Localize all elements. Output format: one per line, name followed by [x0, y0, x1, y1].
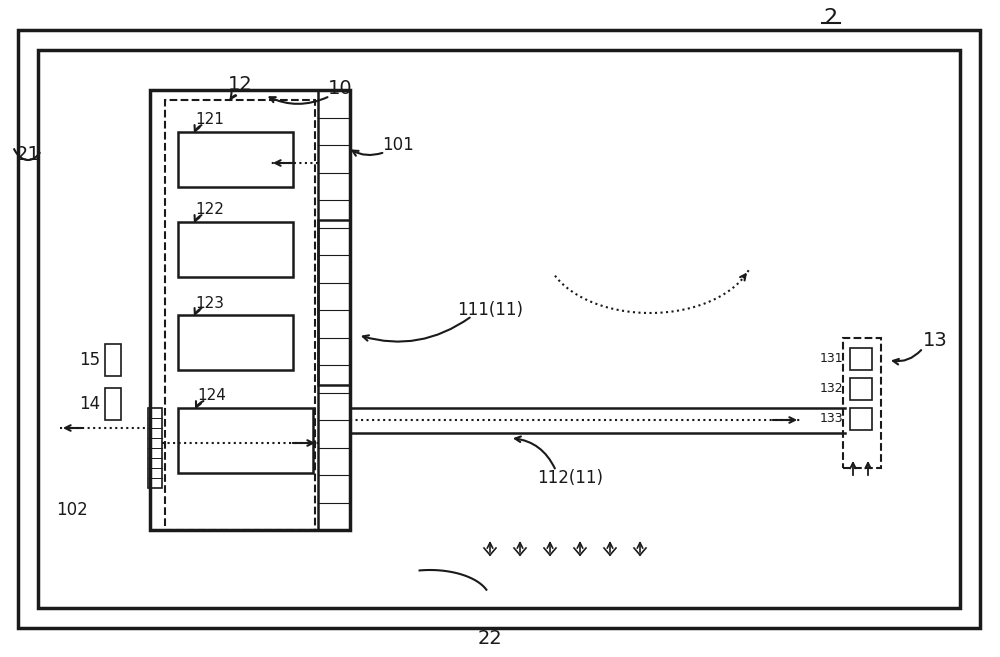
FancyArrowPatch shape [231, 93, 236, 99]
Text: 102: 102 [56, 501, 88, 519]
Text: 122: 122 [196, 202, 224, 217]
Text: 10: 10 [328, 78, 352, 97]
Bar [850, 348, 872, 370]
Bar [148, 408, 162, 488]
Bar [178, 132, 293, 187]
Text: 13: 13 [923, 330, 947, 350]
Bar [165, 100, 315, 530]
Text: 132: 132 [819, 382, 843, 396]
Text: 22: 22 [478, 629, 502, 648]
Text: 15: 15 [79, 351, 101, 369]
Text: 12: 12 [228, 76, 252, 95]
Bar [178, 222, 293, 277]
Text: 21: 21 [16, 145, 40, 164]
Text: 124: 124 [198, 388, 226, 403]
FancyArrowPatch shape [363, 317, 470, 342]
Text: 101: 101 [382, 136, 414, 154]
Text: 123: 123 [196, 296, 224, 311]
Bar [850, 408, 872, 430]
FancyArrowPatch shape [893, 350, 921, 365]
Bar [178, 315, 293, 370]
Bar [318, 220, 350, 385]
Bar [318, 90, 350, 530]
Bar [850, 378, 872, 400]
FancyArrowPatch shape [515, 436, 555, 468]
FancyArrowPatch shape [270, 97, 327, 104]
Bar [150, 90, 350, 530]
FancyArrowPatch shape [195, 125, 201, 131]
Text: 111(11): 111(11) [457, 301, 523, 319]
Text: 131: 131 [819, 353, 843, 365]
Bar [105, 388, 121, 420]
Text: 14: 14 [79, 395, 101, 413]
FancyArrowPatch shape [195, 308, 201, 314]
Bar [178, 408, 313, 473]
Bar [843, 338, 881, 468]
Text: 133: 133 [819, 413, 843, 426]
Text: 2: 2 [823, 8, 837, 28]
FancyArrowPatch shape [352, 150, 382, 156]
Bar [105, 344, 121, 376]
FancyArrowPatch shape [196, 401, 203, 407]
Bar [38, 50, 960, 608]
Text: 112(11): 112(11) [537, 469, 603, 487]
FancyArrowPatch shape [195, 215, 201, 221]
Text: 121: 121 [196, 112, 224, 127]
